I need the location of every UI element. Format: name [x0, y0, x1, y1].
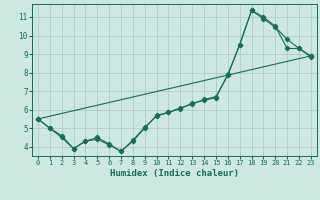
X-axis label: Humidex (Indice chaleur): Humidex (Indice chaleur)	[110, 169, 239, 178]
